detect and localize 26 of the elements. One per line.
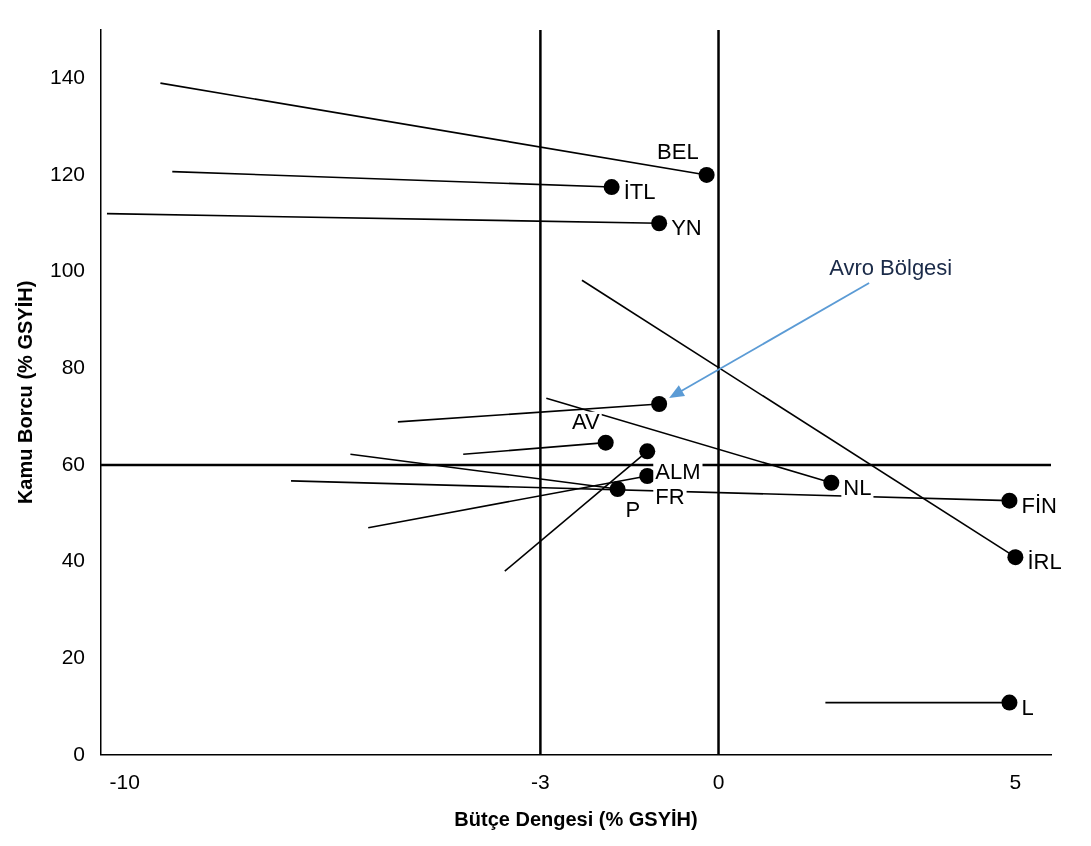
series-label: ALM (655, 459, 701, 485)
y-tick-label: 120 (49, 161, 86, 185)
series-label: FR (655, 484, 685, 510)
y-tick-label: 20 (61, 644, 86, 668)
y-tick-label: 100 (49, 258, 86, 282)
x-tick-label: 5 (1009, 770, 1022, 794)
y-tick-label: 0 (73, 741, 86, 765)
y-tick-label: 80 (61, 355, 86, 379)
x-tick-label: -10 (109, 770, 140, 794)
series-label: İRL (1027, 549, 1062, 575)
y-tick-label: 60 (61, 451, 86, 475)
series-label: L (1021, 694, 1034, 720)
series-label: YN (671, 215, 702, 241)
y-tick-label: 40 (61, 548, 86, 572)
x-tick-label: -3 (531, 770, 550, 794)
x-axis-title: Bütçe Dengesi (% GSYİH) (454, 807, 698, 830)
y-tick-label: 140 (49, 65, 86, 89)
series-label: AV (571, 408, 601, 434)
series-label: FİN (1021, 492, 1057, 518)
series-label: NL (843, 474, 872, 500)
y-axis-title: Kamu Borcu (% GSYİH) (13, 280, 36, 505)
series-label: BEL (657, 139, 699, 165)
annotation: Avro Bölgesi (829, 255, 953, 281)
x-tick-label: 0 (712, 770, 725, 794)
series-label: P (625, 497, 641, 523)
series-label: İTL (623, 179, 656, 205)
